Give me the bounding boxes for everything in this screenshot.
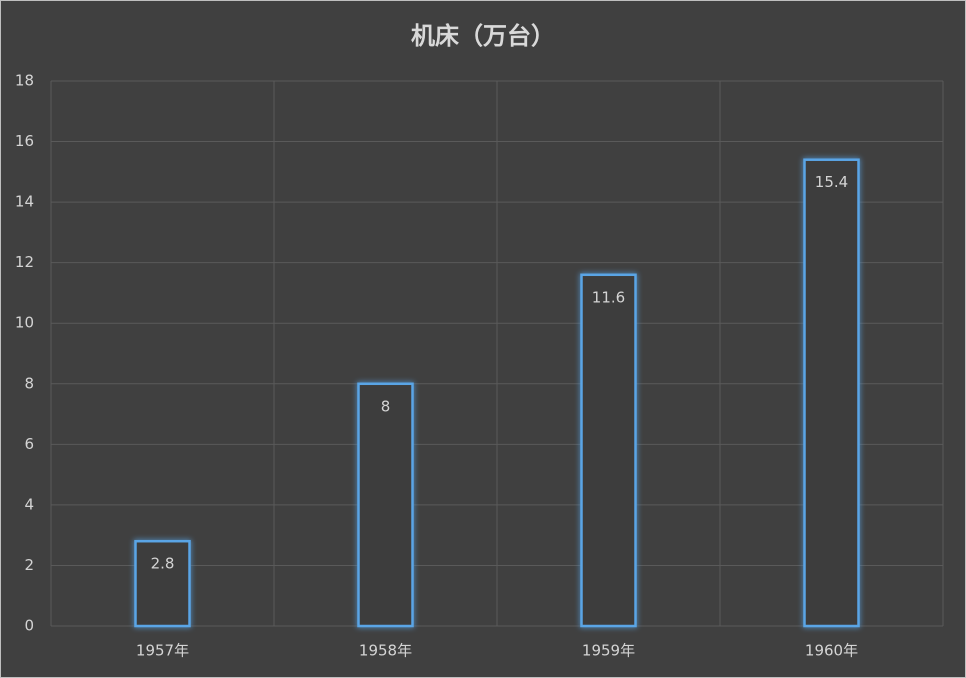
y-tick-label: 14: [15, 193, 34, 211]
data-label: 15.4: [815, 173, 848, 191]
y-tick-label: 0: [24, 617, 34, 635]
data-label: 11.6: [592, 288, 625, 306]
x-tick-label: 1957年: [136, 642, 189, 660]
bar: [357, 382, 414, 628]
data-label: 2.8: [151, 555, 175, 573]
y-tick-label: 10: [15, 314, 34, 332]
y-tick-label: 18: [15, 72, 34, 90]
y-tick-label: 2: [24, 556, 34, 574]
x-tick-label: 1959年: [582, 642, 635, 660]
y-tick-label: 4: [24, 495, 34, 513]
bar: [580, 273, 637, 628]
bar: [134, 539, 191, 628]
y-tick-label: 16: [15, 132, 34, 150]
bar: [803, 158, 860, 628]
y-tick-label: 12: [15, 253, 34, 271]
data-label: 8: [381, 397, 391, 415]
y-tick-label: 8: [24, 374, 34, 392]
chart-title: 机床（万台）: [411, 22, 555, 50]
x-tick-label: 1958年: [359, 642, 412, 660]
x-tick-label: 1960年: [805, 642, 858, 660]
y-tick-label: 6: [24, 435, 34, 453]
